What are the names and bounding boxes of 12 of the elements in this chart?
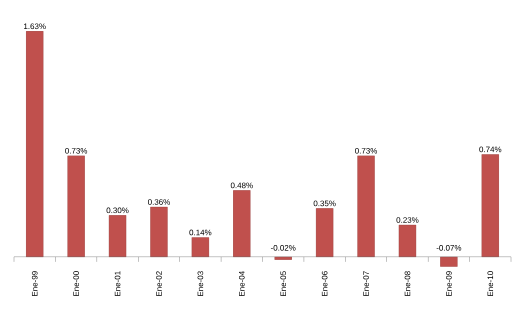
bar	[233, 190, 250, 258]
bar	[274, 256, 292, 260]
bar	[26, 31, 44, 258]
bar	[67, 156, 85, 258]
bar	[192, 237, 210, 258]
bar	[150, 206, 168, 258]
bar	[440, 256, 458, 267]
bar	[398, 224, 416, 258]
bar	[316, 208, 334, 258]
bar	[482, 154, 499, 258]
bar	[108, 215, 126, 258]
bar	[357, 156, 375, 258]
